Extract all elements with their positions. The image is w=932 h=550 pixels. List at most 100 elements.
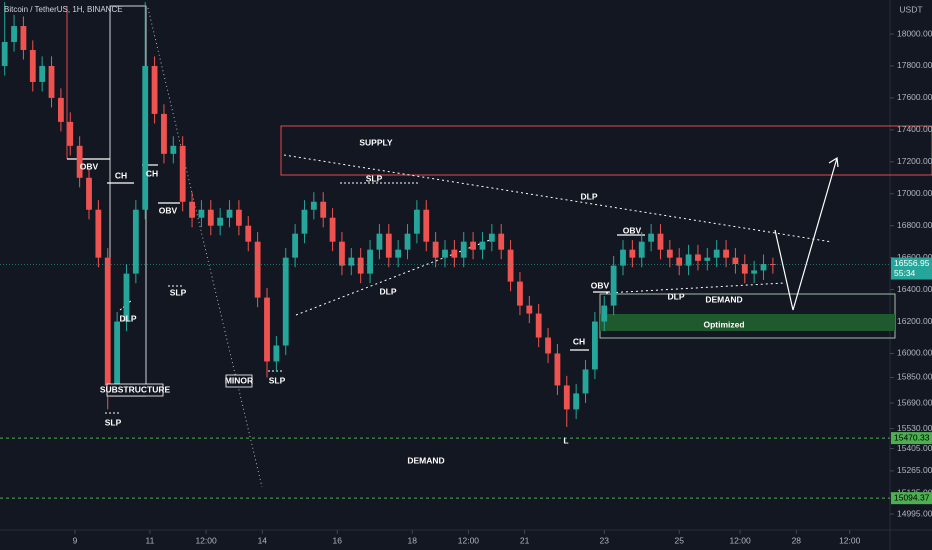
y-tick-label: 16600.00 (897, 252, 932, 262)
annotation: DLP (120, 313, 137, 323)
candle-body (114, 321, 121, 386)
x-tick-label: 23 (600, 535, 610, 545)
candle-body (610, 265, 617, 306)
candle-body (245, 225, 252, 242)
candle-body (751, 270, 758, 274)
currency: USDT (899, 4, 922, 14)
annotation: SUPPLY (359, 137, 393, 147)
candle-body (292, 233, 299, 258)
candle-body (732, 257, 739, 265)
candle-body (591, 321, 598, 370)
annotation: L (563, 435, 568, 445)
candle-body (320, 201, 327, 218)
candle-body (11, 26, 17, 43)
candle-body (301, 209, 308, 234)
candle-body (57, 97, 64, 122)
annotation: OBV (591, 280, 610, 290)
y-tick-label: 15405.00 (897, 443, 932, 453)
candle-body (329, 217, 336, 242)
candle-body (95, 209, 102, 258)
current-price-label: 16556.95 (894, 258, 930, 268)
drawings (66, 5, 932, 488)
current-price-tag (891, 257, 932, 280)
candle-body (526, 305, 533, 314)
candle-body (554, 353, 561, 386)
candles (1, 2, 776, 427)
candle-body (741, 264, 748, 274)
candle-body (161, 113, 167, 154)
y-tick-label: 17800.00 (897, 60, 932, 70)
candle-body (29, 49, 36, 82)
candle-body (760, 264, 767, 271)
annotation: SLP (170, 287, 187, 297)
candle-body (582, 369, 589, 394)
candle-body (769, 264, 776, 266)
y-tick-label: 15530.00 (897, 423, 932, 433)
x-tick-label: 18 (407, 535, 417, 545)
candle-body (423, 209, 430, 242)
candle-body (498, 233, 505, 250)
y-tick-label: 17600.00 (897, 92, 932, 102)
candle-body (48, 65, 55, 98)
y-tick-label: 18000.00 (897, 28, 932, 38)
x-tick-label: 25 (674, 535, 684, 545)
candle-body (638, 241, 645, 258)
candle-body (723, 249, 729, 258)
annotation-box (106, 383, 164, 397)
annotation-box (225, 374, 253, 388)
candle-body (339, 241, 345, 266)
candle-body (67, 121, 74, 146)
candle-body (685, 254, 692, 266)
candle-body (479, 241, 486, 250)
candle-body (189, 201, 195, 218)
annotation: SUBSTRUCTURE (100, 384, 171, 394)
y-tick-label: 17200.00 (897, 156, 932, 166)
candle-body (86, 177, 92, 210)
x-tick-label: 14 (258, 535, 268, 545)
candle-body (254, 241, 261, 298)
candle-body (385, 233, 392, 258)
candle-body (432, 241, 439, 258)
candle-body (404, 233, 411, 250)
candle-body (704, 257, 711, 261)
candle-body (132, 209, 139, 274)
level-label: 15470.33 (894, 432, 930, 442)
candle-body (648, 233, 655, 242)
candle-body (620, 249, 626, 266)
candle-body (666, 249, 673, 258)
x-tick-label: 12:00 (839, 535, 861, 545)
candle-body (451, 249, 458, 258)
candle-body (348, 257, 355, 266)
candle-body (20, 26, 27, 50)
annotation: DLP (380, 286, 397, 296)
candle-body (442, 249, 448, 258)
level-tag (891, 492, 932, 505)
candle-body (1, 42, 8, 66)
optimized-zone (600, 314, 895, 331)
annotation: CH (573, 336, 585, 346)
dlp-line (119, 299, 133, 311)
annotation: CH (146, 168, 158, 178)
candle-body (395, 249, 402, 258)
x-tick-label: 12:00 (729, 535, 751, 545)
level-label: 15094.37 (894, 492, 930, 502)
x-tick-label: 16 (333, 535, 343, 545)
annotation: SLP (269, 375, 286, 385)
x-tick-label: 9 (73, 535, 78, 545)
x-tick-label: 21 (520, 535, 530, 545)
candle-body (601, 305, 608, 322)
y-tick-label: 14995.00 (897, 508, 932, 518)
candle-body (629, 249, 636, 258)
candle-body (357, 257, 364, 274)
candle-body (460, 241, 467, 258)
y-tick-label: 15850.00 (897, 372, 932, 382)
x-tick-label: 28 (792, 535, 802, 545)
candle-body (367, 249, 373, 274)
dlp-trendline (295, 237, 496, 316)
annotation: DEMAND (705, 294, 742, 304)
candle-body (39, 65, 46, 82)
annotation: MINOR (225, 375, 253, 385)
candle-body (282, 257, 289, 346)
countdown: 55:34 (894, 268, 916, 278)
annotation: Optimized (703, 319, 744, 329)
